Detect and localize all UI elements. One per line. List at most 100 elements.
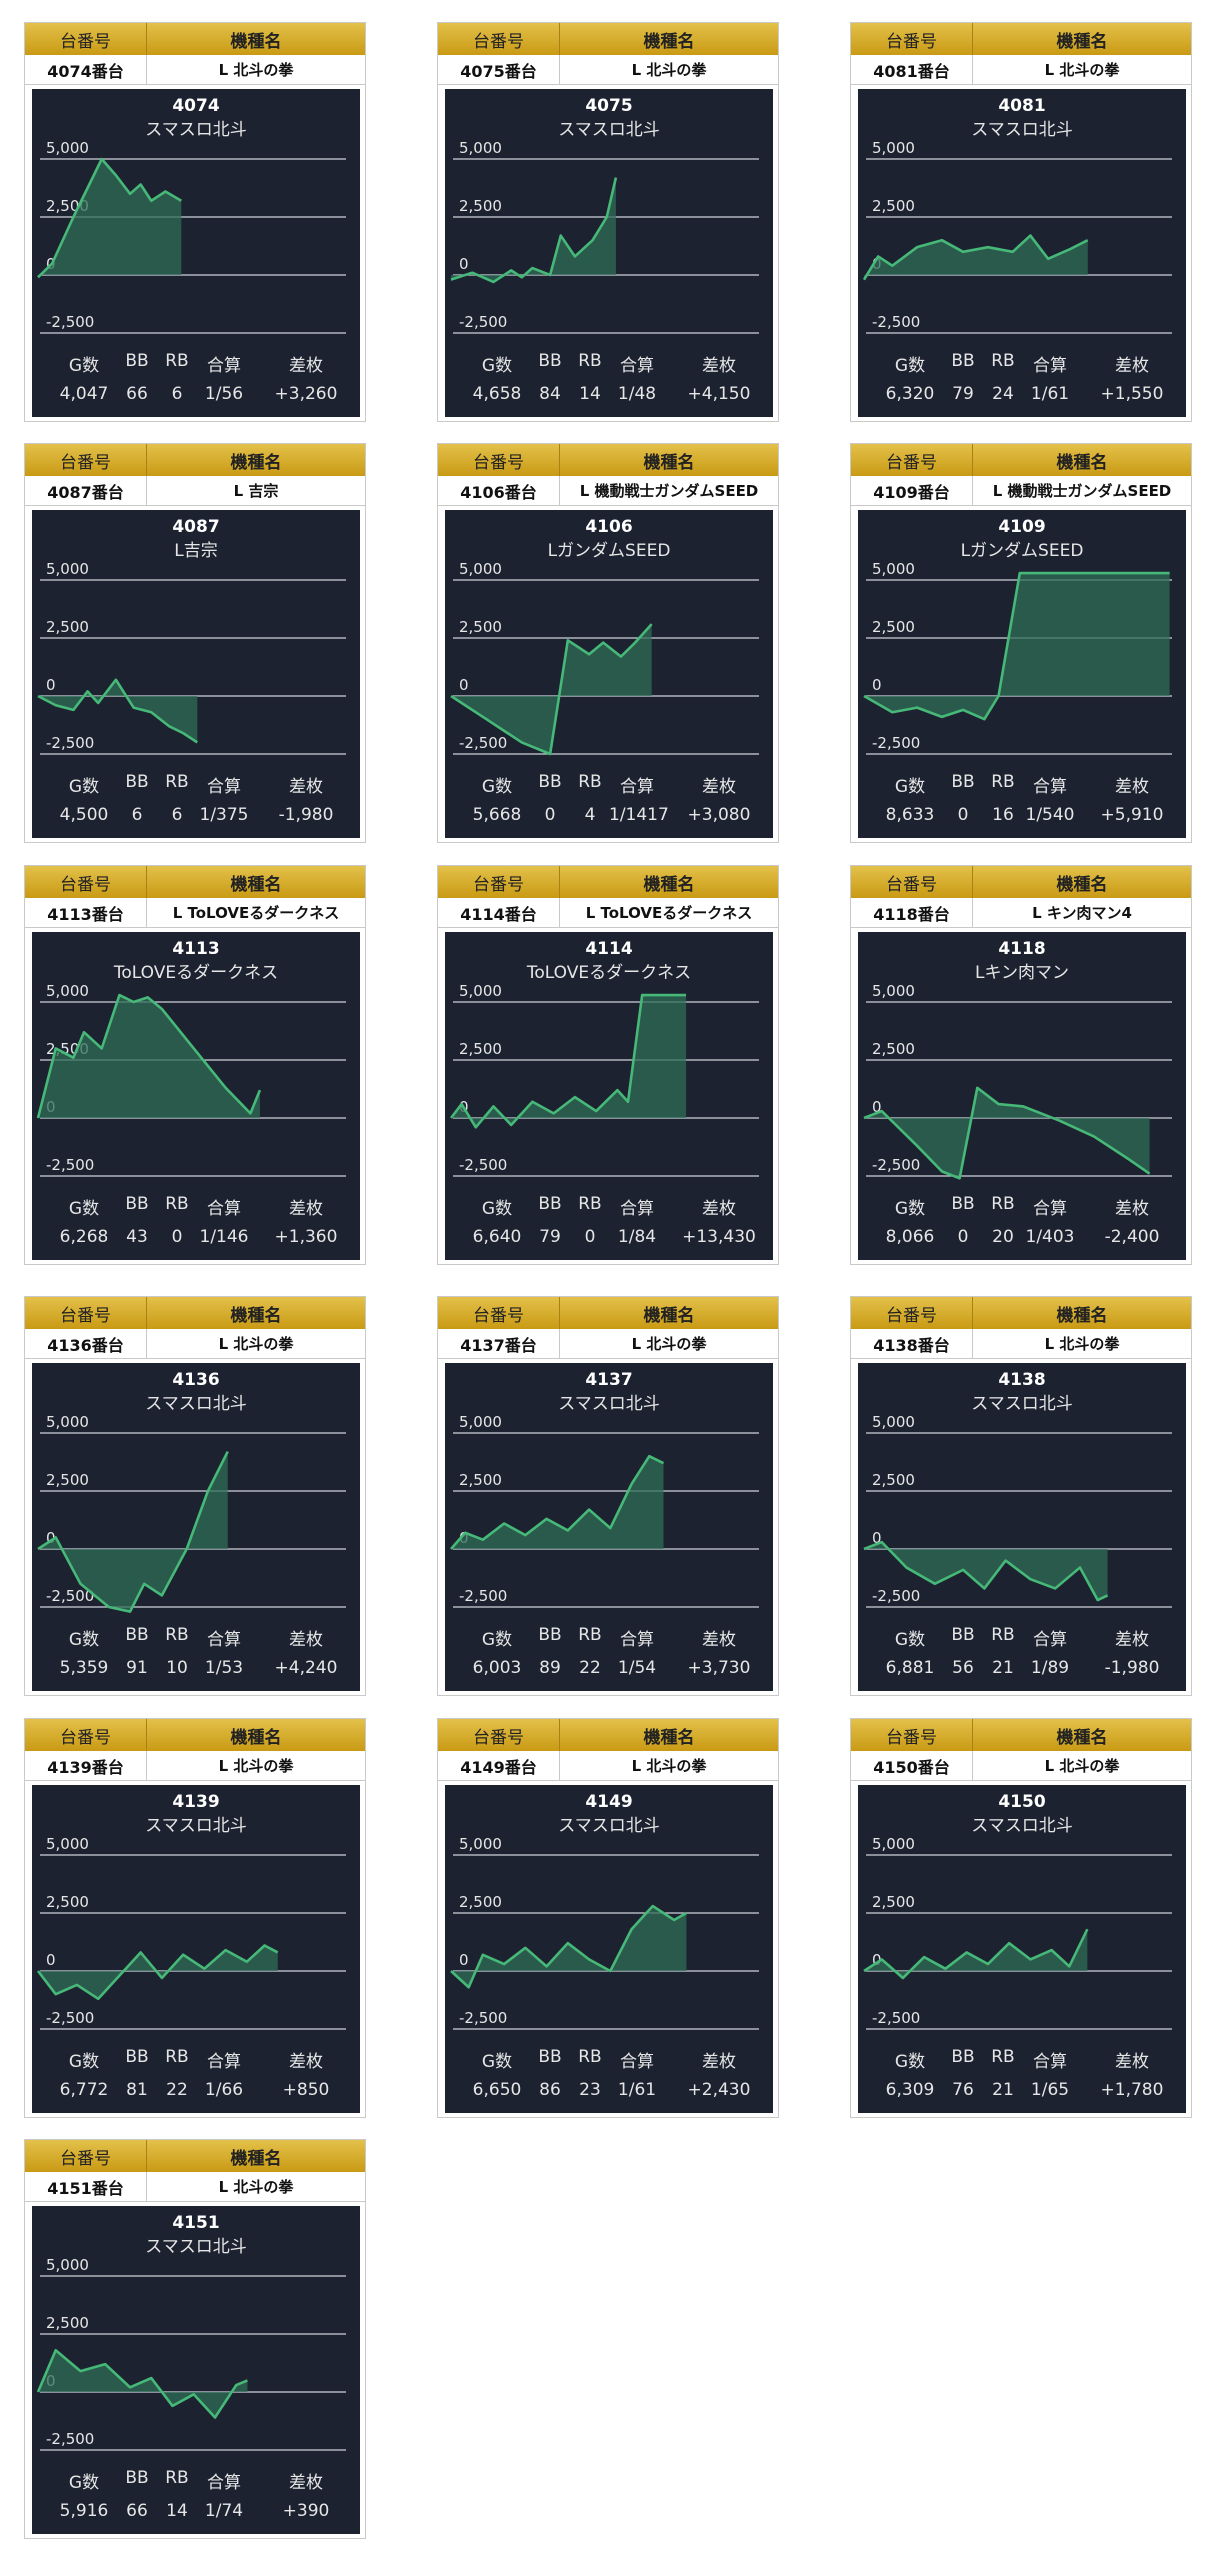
chart-subtitle: スマスロ北斗: [145, 1394, 247, 1414]
stat-value-diff: +390: [282, 2501, 330, 2521]
machine-card[interactable]: 台番号 機種名 4109番台 L 機動戦士ガンダムSEED 4109 LガンダムS…: [850, 443, 1192, 843]
stat-value-total: 1/54: [617, 1658, 657, 1678]
chart-subtitle: スマスロ北斗: [145, 2237, 247, 2257]
stats-table: G数 BB RB 合算 差枚 6,881 56 21 1/89 -1,980: [858, 1625, 1186, 1678]
y-tick-label: -2,500: [872, 1156, 920, 1174]
machine-number: 4151番台: [25, 2172, 147, 2201]
stat-label: BB: [125, 2047, 149, 2067]
model-header: 機種名: [560, 23, 778, 55]
stat-value-total: 1/403: [1025, 1227, 1075, 1247]
card-header: 台番号 機種名: [851, 1719, 1191, 1751]
machine-card[interactable]: 台番号 機種名 4106番台 L 機動戦士ガンダムSEED 4106 LガンダムS…: [437, 443, 779, 843]
stat-value-rb: 22: [579, 1658, 601, 1678]
stat-value-rb: 6: [171, 384, 183, 404]
y-tick-label: 5,000: [459, 1413, 502, 1431]
machine-model: L 吉宗: [233, 482, 279, 500]
machine-card[interactable]: 台番号 機種名 4087番台 L 吉宗 4087 L吉宗 5,000 2,500 0 -2…: [24, 443, 366, 843]
card-info-row: 4075番台 L 北斗の拳: [438, 55, 778, 85]
y-tick-label: 0: [46, 1529, 56, 1547]
stat-value-bb: 0: [957, 1227, 969, 1247]
y-tick-label: -2,500: [872, 1587, 920, 1605]
stat-label: G数: [894, 1199, 926, 1219]
model-header: 機種名: [147, 444, 365, 476]
y-tick-label: 5,000: [459, 560, 502, 578]
number-header: 台番号: [438, 1297, 560, 1329]
machine-number: 4136番台: [25, 1329, 147, 1358]
machine-card[interactable]: 台番号 機種名 4081番台 L 北斗の拳 4081 スマスロ北斗 5,000 2,5…: [850, 22, 1192, 422]
y-tick-label: 2,500: [459, 618, 502, 636]
y-tick-label: -2,500: [46, 1587, 94, 1605]
stat-label: 合算: [207, 2473, 241, 2493]
machine-card[interactable]: 台番号 機種名 4074番台 L 北斗の拳 4074 スマスロ北斗 5,000 2,5…: [24, 22, 366, 422]
stat-label: RB: [991, 1194, 1015, 1214]
stat-value-diff: +1,360: [274, 1227, 338, 1247]
machine-number: 4106番台: [438, 476, 560, 505]
number-header: 台番号: [25, 1719, 147, 1751]
card-header: 台番号 機種名: [25, 1719, 365, 1751]
area-fill: [864, 235, 1088, 280]
y-tick-label: 0: [872, 1951, 882, 1969]
machine-card[interactable]: 台番号 機種名 4113番台 L ToLOVEるダークネス 4113 ToLOVE…: [24, 865, 366, 1265]
stats-table: G数 BB RB 合算 差枚 6,640 79 0 1/84 +13,430: [445, 1194, 773, 1247]
y-tick-label: -2,500: [46, 2430, 94, 2448]
stat-label: BB: [125, 2468, 149, 2488]
stat-value-diff: -1,980: [278, 805, 334, 825]
y-tick-label: 5,000: [46, 560, 89, 578]
series-line: [863, 1540, 1109, 1602]
machine-card[interactable]: 台番号 機種名 4151番台 L 北斗の拳 4151 スマスロ北斗 5,000 2,5…: [24, 2139, 366, 2539]
series-line: [863, 571, 1170, 721]
stat-label: 合算: [1033, 356, 1067, 376]
stat-value-diff: +3,260: [274, 384, 338, 404]
stat-label: 合算: [207, 1199, 241, 1219]
stats-table: G数 BB RB 合算 差枚 6,772 81 22 1/66 +850: [32, 2047, 360, 2100]
y-tick-label: -2,500: [872, 734, 920, 752]
y-tick-label: 5,000: [872, 982, 915, 1000]
machine-card[interactable]: 台番号 機種名 4139番台 L 北斗の拳 4139 スマスロ北斗 5,000 2,5…: [24, 1718, 366, 2118]
stat-label: 差枚: [702, 2052, 736, 2072]
stat-value-games: 8,633: [885, 805, 935, 825]
stat-label: G数: [894, 356, 926, 376]
machine-card[interactable]: 台番号 機種名 4118番台 L キン肉マン4 4118 Lキン肉マン 5,000 2…: [850, 865, 1192, 1265]
stat-value-total: 1/89: [1030, 1658, 1070, 1678]
series-line: [36, 1944, 279, 2001]
stat-label: G数: [481, 1630, 513, 1650]
stat-value-total: 1/53: [204, 1658, 244, 1678]
stat-label: 合算: [207, 356, 241, 376]
chart-panel: 4114 ToLOVEるダークネス 5,000 2,500 0 -2,500 G数 BB RB 合…: [445, 932, 773, 1260]
card-info-row: 4139番台 L 北斗の拳: [25, 1751, 365, 1781]
machine-card[interactable]: 台番号 機種名 4075番台 L 北斗の拳 4075 スマスロ北斗 5,000 2,5…: [437, 22, 779, 422]
stat-label: RB: [578, 1194, 602, 1214]
stat-value-rb: 14: [579, 384, 601, 404]
machine-card[interactable]: 台番号 機種名 4136番台 L 北斗の拳 4136 スマスロ北斗 5,000 2,5…: [24, 1296, 366, 1696]
stat-value-rb: 21: [992, 1658, 1014, 1678]
y-tick-label: 2,500: [46, 1471, 89, 1489]
machine-card[interactable]: 台番号 機種名 4138番台 L 北斗の拳 4138 スマスロ北斗 5,000 2,5…: [850, 1296, 1192, 1696]
stats-table: G数 BB RB 合算 差枚 4,658 84 14 1/48 +4,150: [445, 351, 773, 404]
y-tick-label: 0: [459, 676, 469, 694]
stat-label: G数: [68, 777, 100, 797]
area-fill: [451, 624, 652, 754]
machine-model: L 北斗の拳: [631, 1335, 707, 1353]
machine-model: L 北斗の拳: [1044, 1335, 1120, 1353]
area-fill: [38, 679, 198, 743]
machine-card[interactable]: 台番号 機種名 4114番台 L ToLOVEるダークネス 4114 ToLOVE…: [437, 865, 779, 1265]
stat-label: 差枚: [289, 1199, 323, 1219]
stat-value-rb: 20: [992, 1227, 1014, 1247]
stat-value-games: 6,640: [472, 1227, 522, 1247]
number-header: 台番号: [25, 444, 147, 476]
stat-value-games: 4,500: [59, 805, 109, 825]
stats-table: G数 BB RB 合算 差枚 6,650 86 23 1/61 +2,430: [445, 2047, 773, 2100]
number-header: 台番号: [851, 23, 973, 55]
chart-panel: 4151スマスロ北斗5,0002,5000-2,500G数BBRB合算差枚5,9…: [32, 2206, 360, 2534]
machine-card[interactable]: 台番号 機種名 4137番台 L 北斗の拳 4137 スマスロ北斗 5,000 2,5…: [437, 1296, 779, 1696]
machine-model: L 北斗の拳: [218, 2178, 294, 2196]
machine-card[interactable]: 台番号 機種名 4149番台 L 北斗の拳 4149 スマスロ北斗 5,000 2,5…: [437, 1718, 779, 2118]
stat-label: BB: [125, 1625, 149, 1645]
stat-label: BB: [951, 2047, 975, 2067]
number-header: 台番号: [25, 2140, 147, 2172]
stat-value-rb: 0: [171, 1227, 183, 1247]
machine-card[interactable]: 台番号 機種名 4150番台 L 北斗の拳 4150 スマスロ北斗 5,000 2,5…: [850, 1718, 1192, 2118]
machine-number: 4074番台: [25, 55, 147, 84]
